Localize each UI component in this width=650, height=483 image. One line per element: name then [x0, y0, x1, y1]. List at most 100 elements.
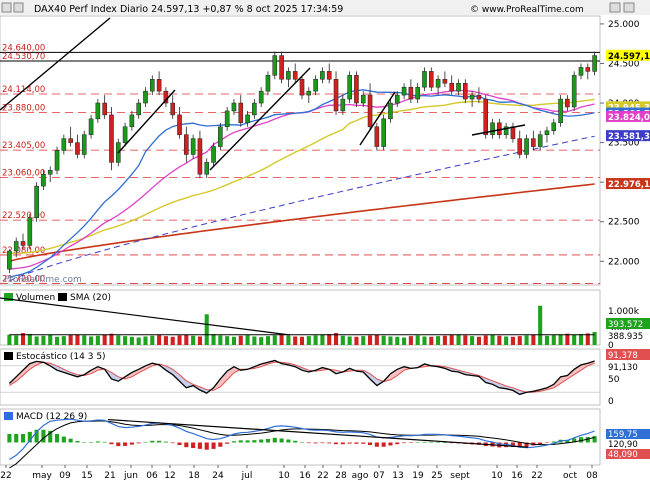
- candle-body: [88, 118, 94, 135]
- x-tick-label-10: jul: [241, 471, 253, 481]
- volume-bar: [504, 336, 509, 345]
- macd-histogram-bar: [89, 442, 94, 443]
- sma-20-line: [9, 89, 595, 278]
- x-tick-label-5: jun: [123, 471, 138, 481]
- header-bar: [0, 0, 650, 15]
- candle-body: [122, 126, 128, 143]
- stoch-plot-area: [0, 348, 601, 406]
- candle-body: [41, 173, 46, 187]
- volume-bar: [143, 336, 148, 345]
- expand-icon[interactable]: [609, 2, 621, 13]
- stoch-fill: [179, 374, 187, 388]
- volume-swatch: [4, 293, 13, 301]
- macd-histogram-bar: [27, 431, 32, 443]
- macd-histogram-bar: [293, 440, 298, 443]
- x-tick-label-24: oct: [563, 471, 577, 481]
- volume-bar: [157, 335, 162, 345]
- volume-bar: [395, 336, 400, 345]
- macd-histogram-bar: [272, 437, 277, 443]
- x-tick-label-14: 28: [335, 471, 347, 481]
- level-label-4: 23.405,00: [2, 141, 45, 151]
- candle-body: [265, 75, 271, 92]
- candle-body: [551, 122, 557, 131]
- candle-body: [306, 90, 312, 96]
- macd-histogram-bar: [286, 439, 291, 443]
- macd-histogram-bar: [34, 429, 39, 443]
- candle-body: [592, 55, 597, 72]
- candle-body: [252, 102, 257, 116]
- volume-bar: [354, 336, 359, 345]
- volume-bar: [544, 335, 550, 345]
- macd-histogram-bar: [61, 436, 66, 443]
- stoch-tag-1: 91,130: [608, 363, 638, 373]
- value-tag-0: 24.597,13: [608, 52, 650, 62]
- trend-line-1: [117, 89, 176, 154]
- volume-bar: [449, 335, 454, 345]
- macd-histogram-bar: [551, 441, 556, 443]
- menu-icon[interactable]: [1, 2, 12, 13]
- macd-histogram-bar: [354, 442, 359, 444]
- x-tick-label-9: 24: [212, 471, 224, 481]
- macd-histogram-bar: [327, 442, 332, 444]
- candle-body: [272, 55, 278, 76]
- candle-body: [347, 75, 352, 100]
- macd-histogram-bar: [442, 442, 447, 443]
- candle-body: [442, 79, 448, 84]
- level-label-7: 22.080,00: [2, 246, 45, 256]
- macd-histogram-bar: [259, 439, 264, 443]
- x-tick-label-21: 10: [491, 471, 503, 481]
- volume-bar: [75, 334, 80, 345]
- candle-body: [428, 71, 434, 88]
- macd-tag-bg-1: [606, 439, 650, 449]
- macd-histogram-bar: [585, 436, 590, 443]
- macd-histogram-bar: [374, 442, 379, 447]
- stoch-swatch: [4, 352, 13, 360]
- volume-bar: [218, 335, 223, 345]
- candle-body: [156, 79, 162, 92]
- candle-body: [435, 79, 441, 88]
- macd-histogram-bar: [218, 442, 223, 447]
- macd-histogram-bar: [41, 429, 46, 443]
- value-tag-bg-3: [606, 110, 650, 122]
- volume-bar: [490, 334, 495, 345]
- stoch-fill: [390, 369, 398, 380]
- macd-histogram-bar: [116, 442, 121, 447]
- macd-histogram-bar: [136, 442, 141, 444]
- volume-tag-bg-0: [606, 318, 650, 329]
- candle-body: [360, 94, 366, 104]
- macd-histogram-bar: [225, 442, 230, 444]
- nav-icons[interactable]: [1, 2, 635, 13]
- volume-bar: [265, 336, 271, 345]
- macd-histogram-bar: [565, 439, 570, 443]
- volume-bar: [340, 335, 345, 345]
- macd-histogram-bar: [368, 442, 373, 446]
- stoch-tag-bg-1: [606, 361, 650, 372]
- settings-icon[interactable]: [13, 2, 24, 13]
- volume-bar: [408, 336, 413, 345]
- volume-bar: [429, 336, 434, 345]
- y-tick-label-0: 25.000: [608, 20, 640, 30]
- volume-bar: [361, 336, 366, 345]
- macd-histogram-bar: [54, 434, 60, 443]
- macd-histogram-bar: [157, 440, 162, 443]
- volume-bar: [558, 334, 563, 345]
- macd-histogram-bar: [150, 440, 155, 443]
- volume-bar: [197, 336, 202, 345]
- volume-bar: [293, 336, 298, 345]
- candle-body: [497, 122, 502, 135]
- close-icon[interactable]: [623, 2, 635, 13]
- volume-bar: [313, 335, 318, 345]
- macd-histogram-bar: [313, 442, 318, 444]
- macd-histogram-bar: [197, 442, 202, 449]
- volume-bar: [299, 336, 305, 345]
- candle-body: [585, 67, 591, 72]
- candle-body: [224, 110, 230, 128]
- candle-body: [313, 79, 318, 92]
- macd-histogram-bar: [361, 442, 366, 444]
- x-tick-label-15: ago: [352, 471, 369, 481]
- volume-bar: [538, 305, 543, 345]
- candle-body: [483, 98, 489, 135]
- macd-histogram-bar: [415, 442, 420, 443]
- candle-body: [388, 102, 393, 120]
- candle-body: [204, 162, 210, 175]
